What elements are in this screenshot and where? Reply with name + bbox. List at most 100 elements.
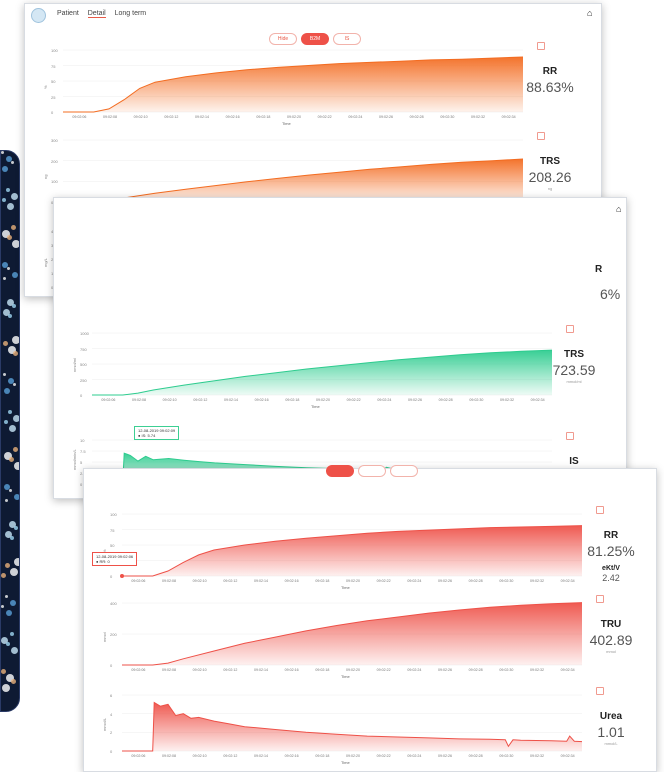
series-line[interactable] (63, 56, 524, 113)
expand-icon[interactable] (537, 42, 545, 50)
bokeh-dot (2, 230, 10, 238)
y-tick-label: 5 (80, 460, 83, 465)
bokeh-dot (10, 632, 14, 636)
bokeh-dot (2, 262, 8, 268)
x-tick-label: 09:02:16 (225, 115, 240, 119)
x-tick-label: 09:02:32 (500, 398, 514, 402)
pill-b2m[interactable] (358, 465, 386, 477)
y-tick-label: 0 (110, 663, 113, 668)
chart-plot[interactable] (104, 601, 586, 667)
y-tick-label: 10 (80, 438, 85, 443)
x-tick-label: 09:02:06 (131, 754, 146, 758)
tooltip-value: ● RR: 0 (96, 559, 110, 564)
x-tick-label: 09:02:12 (193, 398, 208, 402)
bokeh-dot (4, 420, 8, 424)
expand-icon[interactable] (566, 325, 574, 333)
series-line[interactable] (122, 701, 583, 752)
pill-b2m[interactable]: B2M (301, 33, 329, 45)
x-tick-label: 09:02:24 (407, 579, 422, 583)
x-tick-label: 09:02:18 (315, 754, 330, 758)
chart-plot[interactable] (74, 331, 556, 397)
chart-plot[interactable] (104, 693, 586, 753)
bokeh-dot (10, 600, 16, 606)
expand-icon[interactable] (596, 506, 604, 514)
chart-w3c1[interactable]: 1007550250%09:02:0609:02:0809:02:1009:02… (102, 512, 586, 592)
x-tick-label: 09:02:12 (223, 754, 238, 758)
series-line[interactable] (122, 602, 583, 666)
x-tick-label: 09:02:24 (348, 115, 363, 119)
hover-point[interactable] (120, 574, 124, 578)
metric-label: RR (542, 66, 558, 77)
tab-detail[interactable]: Detail (87, 10, 106, 18)
chart-plot[interactable] (45, 48, 527, 114)
bokeh-dot (5, 531, 12, 538)
metric-value: 208.26 (528, 169, 572, 185)
metric-value: 81.25% (587, 543, 635, 559)
bokeh-dot (11, 679, 16, 684)
x-tick-label: 09:02:20 (346, 754, 360, 758)
y-tick-label: 0 (110, 749, 113, 754)
x-tick-label: 09:02:32 (530, 579, 544, 583)
x-tick-label: 09:02:22 (346, 398, 361, 402)
tab-long-term[interactable]: Long term (114, 10, 147, 17)
x-tick-label: 09:02:10 (192, 668, 207, 672)
y-tick-label: 0 (80, 482, 83, 487)
metric-sub-value: 2.42 (602, 573, 620, 583)
home-icon[interactable]: ⌂ (587, 8, 593, 18)
y-tick-label: 4 (110, 711, 113, 717)
x-tick-label: 09:02:12 (164, 115, 179, 119)
x-tick-label: 09:02:20 (346, 579, 360, 583)
y-tick-label: 100 (51, 179, 58, 185)
home-icon[interactable]: ⌂ (616, 204, 622, 214)
x-tick-label: 09:02:22 (317, 115, 332, 119)
x-tick-label: 09:02:14 (224, 398, 238, 402)
x-tick-label: 09:02:10 (162, 398, 177, 402)
x-tick-label: 09:02:30 (499, 668, 514, 672)
metric-unit: mmol (606, 649, 616, 654)
partial-metric-value: 6% (600, 286, 621, 302)
chart-w2c1[interactable]: 1000 750 500 250 0 nmol/ml 09:02:06 09:02:08 09:… (72, 331, 556, 411)
pill-hide[interactable] (326, 465, 354, 477)
metric-value: 723.59 (552, 362, 596, 378)
app-logo-icon[interactable] (31, 8, 46, 23)
x-tick-label: 09:02:16 (284, 579, 299, 583)
chart-plot[interactable] (104, 512, 586, 578)
bokeh-dot (7, 267, 10, 270)
chart-plot[interactable] (45, 138, 527, 204)
bokeh-dot (14, 462, 19, 470)
expand-icon[interactable] (596, 595, 604, 603)
x-tick-label: 09:02:24 (407, 668, 422, 672)
x-tick-label: 09:02:24 (377, 398, 392, 402)
x-axis-label: Time (341, 674, 350, 679)
bokeh-dot (11, 161, 14, 164)
expand-icon[interactable] (537, 132, 545, 140)
tooltip-time: 12-08-2019 09:02:09 (138, 428, 176, 433)
pill-hide[interactable]: Hide (269, 33, 297, 45)
tab-patient[interactable]: Patient (57, 10, 79, 17)
y-axis-label: mmol/L (102, 717, 107, 731)
expand-icon[interactable] (596, 687, 604, 695)
x-tick-label: 09:02:32 (530, 668, 544, 672)
chart-w1c1[interactable]: 100 75 50 25 0% 09:02:06 09:02:08 09:02:10 09:02… (43, 48, 527, 128)
chart-w3c3[interactable]: 6 4 2 0 mmol/L 09:02:06 09:02:08 09:02:10 09:02:… (102, 693, 586, 767)
metric-label: RR (603, 530, 619, 541)
x-tick-label: 09:02:10 (192, 754, 207, 758)
pill-is[interactable] (390, 465, 418, 477)
bokeh-dot (4, 484, 10, 490)
chart-w3c2[interactable]: 400 200 0 mmol 09:02:06 09:02:08 09:02:10 09:02… (102, 601, 586, 681)
bokeh-dot (12, 336, 19, 344)
x-axis-label: Time (341, 585, 350, 590)
x-tick-label: 09:02:32 (530, 754, 544, 758)
bokeh-dot (2, 198, 6, 202)
expand-icon[interactable] (566, 432, 574, 440)
tooltip-time: 12-08-2019 09:02:06 (96, 554, 134, 559)
series-area (122, 602, 582, 665)
series-line[interactable] (92, 349, 553, 396)
metric-unit: mmol/L (604, 741, 618, 746)
x-tick-label: 09:02:06 (72, 115, 87, 119)
x-tick-label: 09:02:28 (468, 754, 483, 758)
pill-is[interactable]: IS (333, 33, 361, 45)
x-tick-label: 09:02:14 (195, 115, 209, 119)
series-line[interactable] (122, 525, 583, 577)
bokeh-dot (2, 684, 10, 692)
